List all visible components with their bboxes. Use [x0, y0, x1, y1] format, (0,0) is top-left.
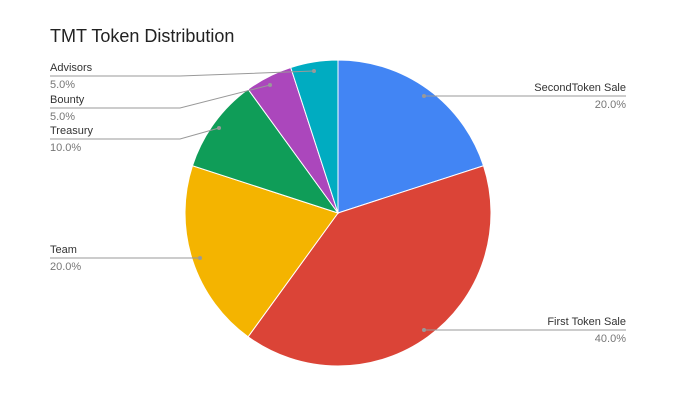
slice-label: Team — [50, 244, 77, 256]
leader-dot — [312, 69, 316, 73]
slice-value-label: 20.0% — [595, 99, 626, 111]
pie-slice — [247, 165, 492, 367]
leader-dot — [217, 126, 221, 130]
leader-dot — [198, 256, 202, 260]
pie-slice — [337, 59, 485, 214]
leader-dot — [422, 328, 426, 332]
slice-label: Treasury — [50, 125, 93, 137]
leader-dot — [422, 94, 426, 98]
chart-title: TMT Token Distribution — [50, 26, 234, 46]
slice-value-label: 5.0% — [50, 79, 75, 91]
leader-line — [50, 70, 315, 77]
pie-slice — [184, 165, 339, 338]
slice-label: Advisors — [50, 62, 93, 74]
slice-value-label: 10.0% — [50, 142, 81, 154]
leader-line — [50, 127, 220, 140]
slice-value-label: 20.0% — [50, 261, 81, 273]
slice-value-label: 40.0% — [595, 333, 626, 345]
leader-line — [50, 84, 271, 109]
slice-label: First Token Sale — [547, 316, 626, 328]
slice-label: Bounty — [50, 94, 85, 106]
leader-dot — [268, 83, 272, 87]
slice-value-label: 5.0% — [50, 111, 75, 123]
slice-label: SecondToken Sale — [534, 82, 626, 94]
pie-slice — [290, 59, 339, 214]
